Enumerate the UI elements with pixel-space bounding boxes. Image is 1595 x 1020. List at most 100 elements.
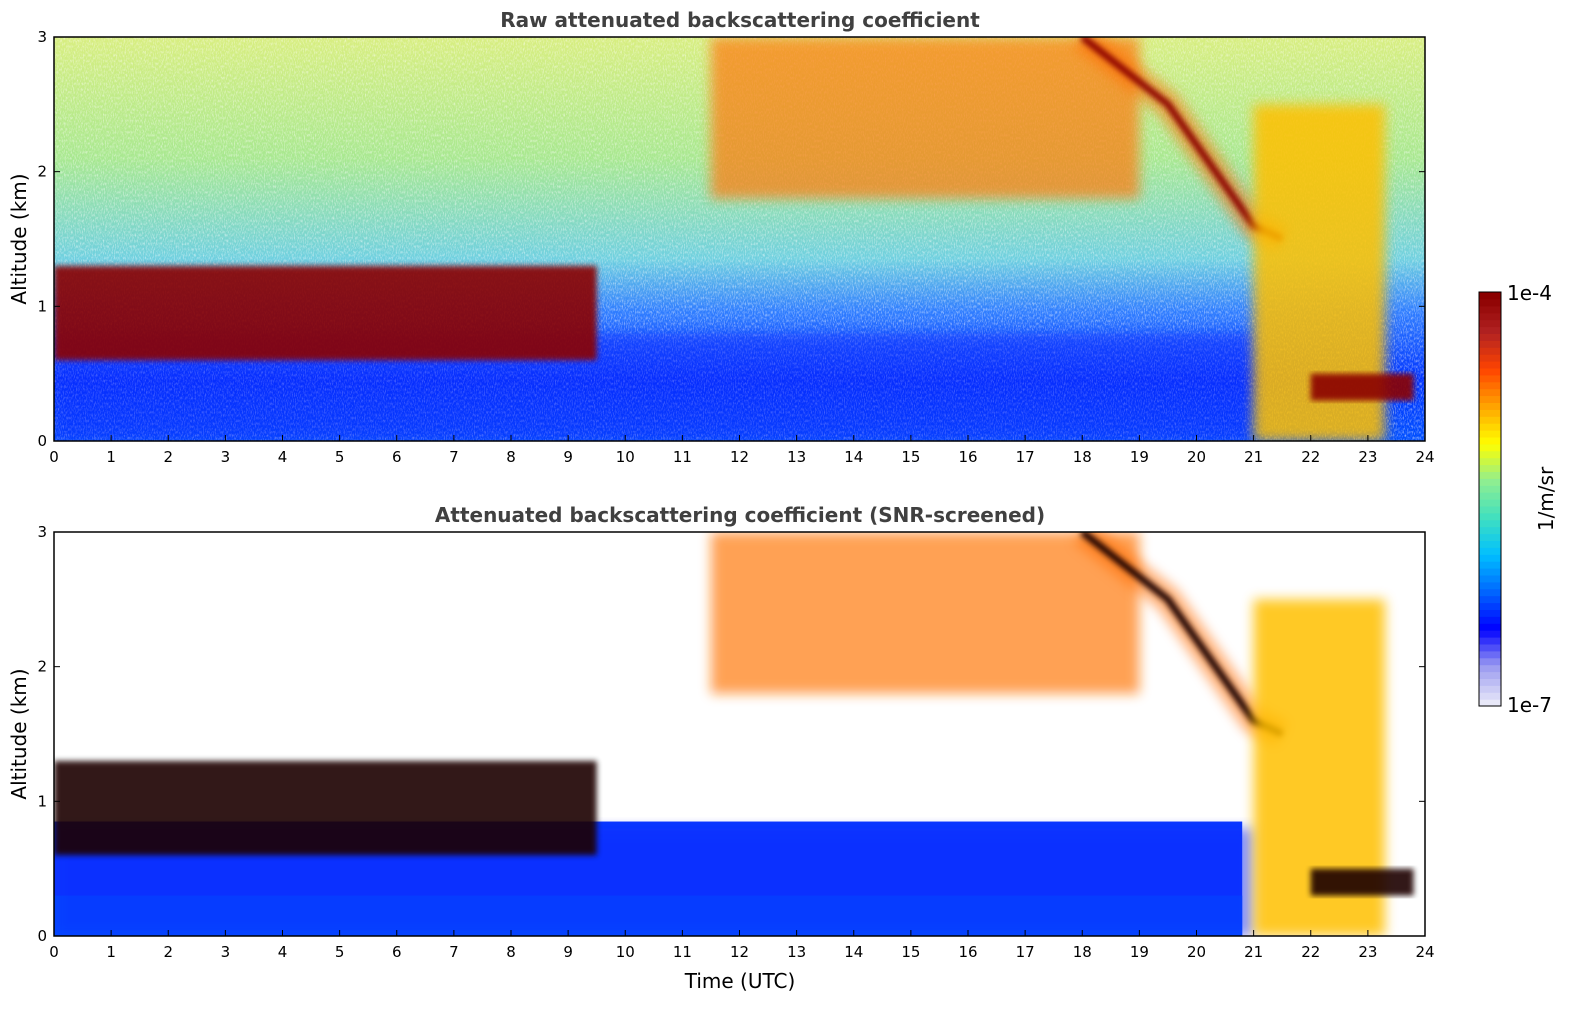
colorbar-min-label: 1e-7: [1507, 693, 1552, 717]
x-tick-label: 5: [335, 943, 345, 961]
colorbar-cell: [1479, 416, 1501, 424]
colorbar-cell: [1479, 485, 1501, 493]
colorbar-cell: [1479, 430, 1501, 438]
x-tick-label: 8: [506, 943, 516, 961]
x-tick-label: 9: [563, 448, 573, 466]
colorbar-cell: [1479, 568, 1501, 576]
colorbar-cell: [1479, 499, 1501, 507]
y-axis-label: Altitude (km): [7, 668, 31, 799]
colorbar-cell: [1479, 678, 1501, 686]
colorbar-cell: [1479, 443, 1501, 452]
y-tick-label: 3: [37, 523, 47, 541]
x-tick-label: 11: [673, 943, 692, 961]
colorbar-cell: [1479, 381, 1501, 390]
feature-low-cloud-layer: [54, 760, 597, 856]
x-tick-label: 0: [49, 943, 59, 961]
x-tick-label: 4: [278, 943, 288, 961]
colorbar-cell: [1479, 547, 1501, 555]
x-tick-label: 16: [958, 448, 977, 466]
colorbar-cell: [1479, 402, 1501, 410]
x-tick-label: 14: [844, 448, 863, 466]
colorbar-cell: [1479, 595, 1501, 604]
y-tick-label: 0: [37, 927, 47, 945]
heatmap-image: [54, 532, 1425, 936]
y-axis: 0 1 2 3: [37, 523, 1425, 945]
colorbar-cell: [1479, 574, 1501, 583]
colorbar-cell: [1479, 340, 1501, 348]
colorbar-cell: [1479, 305, 1501, 314]
panel-title: Attenuated backscattering coefficient (S…: [435, 503, 1045, 527]
colorbar-cell: [1479, 643, 1501, 652]
x-tick-label: 0: [49, 448, 59, 466]
colorbar-cell: [1479, 664, 1501, 673]
colorbar-cell: [1479, 326, 1501, 334]
colorbar-cell: [1479, 450, 1501, 459]
x-tick-label: 15: [901, 448, 920, 466]
x-tick-label: 2: [163, 448, 173, 466]
colorbar-cell: [1479, 347, 1501, 355]
colorbar: 1e-4 1e-7 1/m/sr: [1478, 281, 1558, 717]
x-tick-label: 19: [1130, 943, 1149, 961]
x-tick-label: 3: [221, 448, 231, 466]
x-tick-label: 18: [1073, 448, 1092, 466]
colorbar-cell: [1479, 409, 1501, 417]
x-tick-label: 3: [221, 943, 231, 961]
colorbar-cell: [1479, 312, 1501, 321]
colorbar-cell: [1479, 554, 1501, 562]
y-tick-label: 3: [37, 28, 47, 46]
feature-low-cloud-late: [1310, 373, 1414, 401]
x-axis: 0 1 2 3 4 5 6 7 8 9 10 11 12 13 14 15 16 17 18 19 20 21 22 23 24: [49, 435, 1435, 466]
colorbar-cell: [1479, 623, 1501, 631]
y-tick-label: 1: [37, 792, 47, 810]
feature-cirrus: [710, 532, 1140, 694]
colorbar-cell: [1479, 374, 1501, 383]
colorbar-cell: [1479, 581, 1501, 590]
x-tick-label: 5: [335, 448, 345, 466]
x-tick-label: 22: [1301, 943, 1320, 961]
x-tick-label: 17: [1016, 943, 1035, 961]
colorbar-cell: [1479, 526, 1501, 535]
colorbar-cell: [1479, 540, 1501, 548]
x-tick-label: 9: [563, 943, 573, 961]
colorbar-cell: [1479, 478, 1501, 486]
x-tick-label: 24: [1415, 943, 1434, 961]
y-tick-label: 2: [37, 163, 47, 181]
colorbar-cell: [1479, 292, 1501, 300]
x-tick-label: 17: [1016, 448, 1035, 466]
feature-low-cloud-layer: [54, 265, 597, 361]
x-tick-label: 13: [787, 943, 806, 961]
x-tick-label: 8: [506, 448, 516, 466]
x-tick-label: 4: [278, 448, 288, 466]
colorbar-cell: [1479, 699, 1501, 707]
x-tick-label: 6: [392, 943, 402, 961]
colorbar-cell: [1479, 561, 1501, 569]
feature-cirrus: [710, 37, 1140, 199]
x-tick-label: 20: [1187, 448, 1206, 466]
x-tick-label: 6: [392, 448, 402, 466]
y-tick-label: 2: [37, 658, 47, 676]
colorbar-cell: [1479, 367, 1501, 376]
y-axis: 0 1 2 3: [37, 28, 1425, 450]
x-tick-label: 2: [163, 943, 173, 961]
panel-snr-screened: Attenuated backscattering coefficient (S…: [7, 503, 1435, 993]
colorbar-cell: [1479, 395, 1501, 403]
colorbar-cell: [1479, 361, 1501, 369]
x-tick-label: 20: [1187, 943, 1206, 961]
colorbar-cell: [1479, 505, 1501, 514]
colorbar-cell: [1479, 637, 1501, 645]
colorbar-cell: [1479, 602, 1501, 610]
colorbar-cell: [1479, 650, 1501, 659]
colorbar-cell: [1479, 354, 1501, 362]
x-tick-label: 18: [1073, 943, 1092, 961]
panel-raw: Raw attenuated backscattering coefficien…: [7, 8, 1435, 466]
x-tick-label: 22: [1301, 448, 1320, 466]
x-tick-label: 23: [1358, 943, 1377, 961]
x-tick-label: 10: [616, 448, 635, 466]
colorbar-cell: [1479, 436, 1501, 445]
colorbar-cell: [1479, 423, 1501, 431]
colorbar-cell: [1479, 671, 1501, 679]
x-tick-label: 13: [787, 448, 806, 466]
x-tick-label: 7: [449, 943, 459, 961]
colorbar-cell: [1479, 333, 1501, 341]
colorbar-cell: [1479, 519, 1501, 528]
